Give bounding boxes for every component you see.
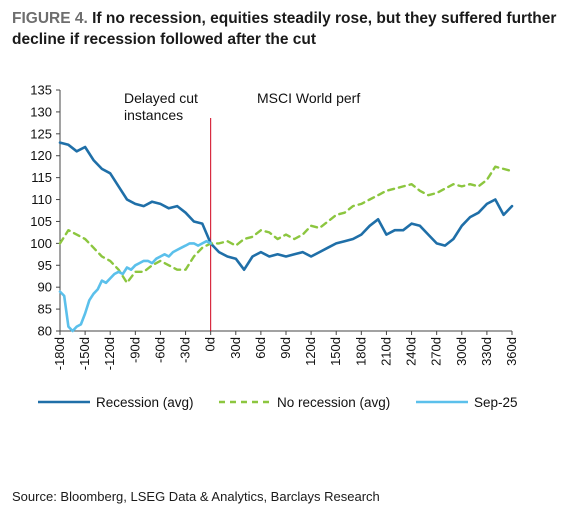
x-tick-label: 180d <box>353 337 368 366</box>
y-tick-label: 130 <box>30 104 52 119</box>
x-tick-label: -90d <box>127 337 142 363</box>
y-tick-label: 85 <box>38 302 52 317</box>
chart-axes: 80 85 90 95 100 105 110 115 120 125 130 135 -180d -15… <box>30 83 519 371</box>
y-tick-label: 80 <box>38 324 52 339</box>
recession-line <box>58 141 514 271</box>
x-tick-label: 360d <box>504 337 519 366</box>
x-tick-label: 240d <box>404 337 419 366</box>
y-tick-label: 115 <box>31 170 52 185</box>
chart-legend: Recession (avg) No recession (avg) Sep-25 <box>38 395 518 410</box>
y-tick-label: 100 <box>30 236 52 251</box>
line-chart: 80 85 90 95 100 105 110 115 120 125 130 135 -180d -15… <box>30 83 519 411</box>
legend-label-sep25: Sep-25 <box>474 395 518 410</box>
annotation-delayed-cut-line1: Delayed cut <box>124 90 198 106</box>
x-tick-label: 300d <box>454 337 469 366</box>
sep25-line <box>58 239 212 333</box>
x-tick-label: -30d <box>178 337 193 363</box>
figure-label: FIGURE 4. <box>12 10 88 27</box>
legend-label-no-recession: No recession (avg) <box>277 395 390 410</box>
x-tick-label: 210d <box>378 337 393 366</box>
annotation-delayed-cut-line2: instances <box>124 107 183 123</box>
x-tick-label: 150d <box>328 337 343 366</box>
no-recession-line <box>58 165 514 284</box>
annotation-msci-world: MSCI World perf <box>257 90 360 106</box>
x-tick-label: 0d <box>203 337 218 351</box>
y-tick-label: 135 <box>30 83 52 98</box>
y-tick-label: 110 <box>31 192 52 207</box>
y-tick-label: 90 <box>38 280 52 295</box>
y-tick-label: 95 <box>38 258 52 273</box>
figure-title: FIGURE 4. If no recession, equities stea… <box>12 8 572 50</box>
x-tick-label: 330d <box>479 337 494 366</box>
figure-title-text: If no recession, equities steadily rose,… <box>12 10 557 48</box>
x-tick-label: 60d <box>253 337 268 359</box>
x-tick-label: 270d <box>429 337 444 366</box>
y-tick-label: 105 <box>30 214 52 229</box>
chart-series <box>58 141 514 333</box>
x-tick-label: -60d <box>152 337 167 363</box>
y-tick-label: 120 <box>30 148 52 163</box>
x-tick-label: 30d <box>228 337 243 359</box>
x-tick-label: -120d <box>102 337 117 370</box>
x-tick-label: 90d <box>278 337 293 359</box>
x-tick-label: -150d <box>77 337 92 370</box>
x-tick-label: -180d <box>52 337 67 370</box>
y-tick-label: 125 <box>30 126 52 141</box>
legend-label-recession: Recession (avg) <box>96 395 194 410</box>
x-tick-label: 120d <box>303 337 318 366</box>
source-note: Source: Bloomberg, LSEG Data & Analytics… <box>12 489 380 504</box>
